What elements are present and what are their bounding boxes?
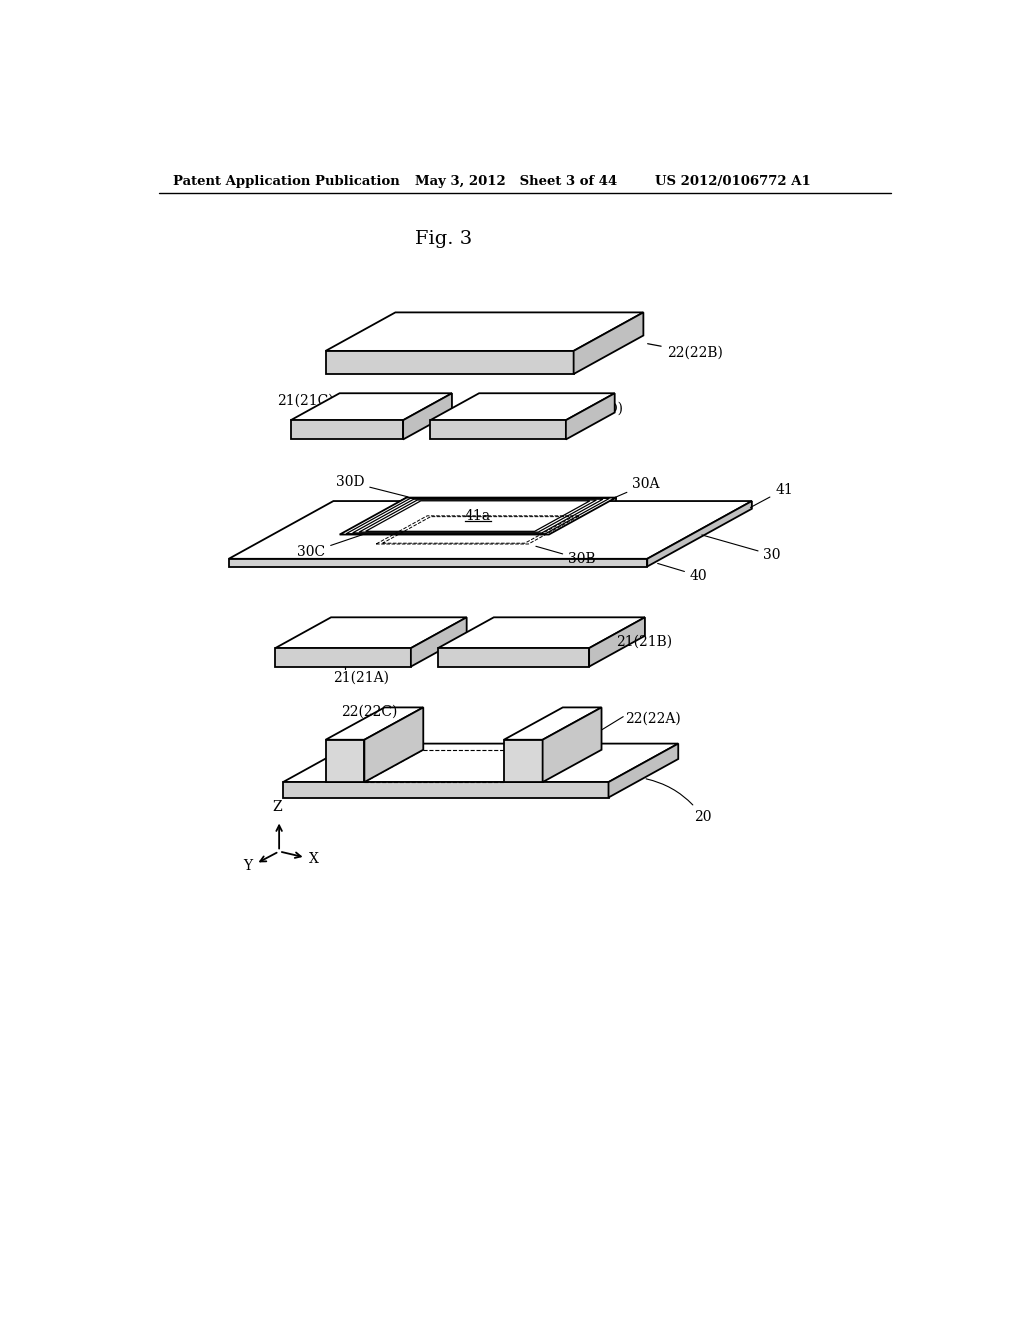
Text: Z: Z <box>272 800 283 814</box>
Text: 41a: 41a <box>465 510 490 523</box>
Polygon shape <box>340 498 615 535</box>
Polygon shape <box>365 708 423 781</box>
Text: 20: 20 <box>646 779 712 824</box>
Polygon shape <box>283 743 678 781</box>
Text: 22(22A): 22(22A) <box>625 711 681 725</box>
Text: 21(21A): 21(21A) <box>334 671 389 685</box>
Text: May 3, 2012   Sheet 3 of 44: May 3, 2012 Sheet 3 of 44 <box>415 176 617 187</box>
Polygon shape <box>291 393 452 420</box>
Polygon shape <box>566 393 614 440</box>
Polygon shape <box>608 743 678 797</box>
Polygon shape <box>228 502 752 558</box>
Text: Y: Y <box>244 859 253 874</box>
Text: 41: 41 <box>751 483 793 507</box>
Polygon shape <box>504 708 601 739</box>
Polygon shape <box>543 708 601 781</box>
Polygon shape <box>275 618 467 648</box>
Text: 22(22B): 22(22B) <box>647 343 723 359</box>
Polygon shape <box>647 502 752 566</box>
Polygon shape <box>326 351 573 374</box>
Polygon shape <box>326 708 423 739</box>
Polygon shape <box>411 618 467 667</box>
Text: 21(21B): 21(21B) <box>616 634 673 648</box>
Polygon shape <box>345 498 610 535</box>
Polygon shape <box>589 618 645 667</box>
Text: 30: 30 <box>701 535 781 562</box>
Polygon shape <box>430 420 566 440</box>
Polygon shape <box>326 739 365 781</box>
Polygon shape <box>430 393 614 420</box>
Text: 30A: 30A <box>604 477 659 503</box>
Text: 22(22C): 22(22C) <box>341 704 397 718</box>
Text: Fig. 3: Fig. 3 <box>415 230 472 248</box>
Text: 21(21D): 21(21D) <box>566 401 623 416</box>
Text: 40: 40 <box>657 564 708 582</box>
Polygon shape <box>403 393 452 440</box>
Text: 21(21C): 21(21C) <box>276 393 334 408</box>
Polygon shape <box>504 739 543 781</box>
Polygon shape <box>438 648 589 667</box>
Text: 30D: 30D <box>336 475 409 496</box>
Text: Patent Application Publication: Patent Application Publication <box>173 176 399 187</box>
Polygon shape <box>291 420 403 440</box>
Polygon shape <box>275 648 411 667</box>
Text: X: X <box>308 853 318 866</box>
Text: 30C: 30C <box>297 533 366 560</box>
Polygon shape <box>438 618 645 648</box>
Text: 30B: 30B <box>536 546 596 566</box>
Polygon shape <box>326 313 643 351</box>
Polygon shape <box>283 781 608 797</box>
Polygon shape <box>228 558 647 566</box>
Polygon shape <box>573 313 643 374</box>
Text: US 2012/0106772 A1: US 2012/0106772 A1 <box>655 176 811 187</box>
